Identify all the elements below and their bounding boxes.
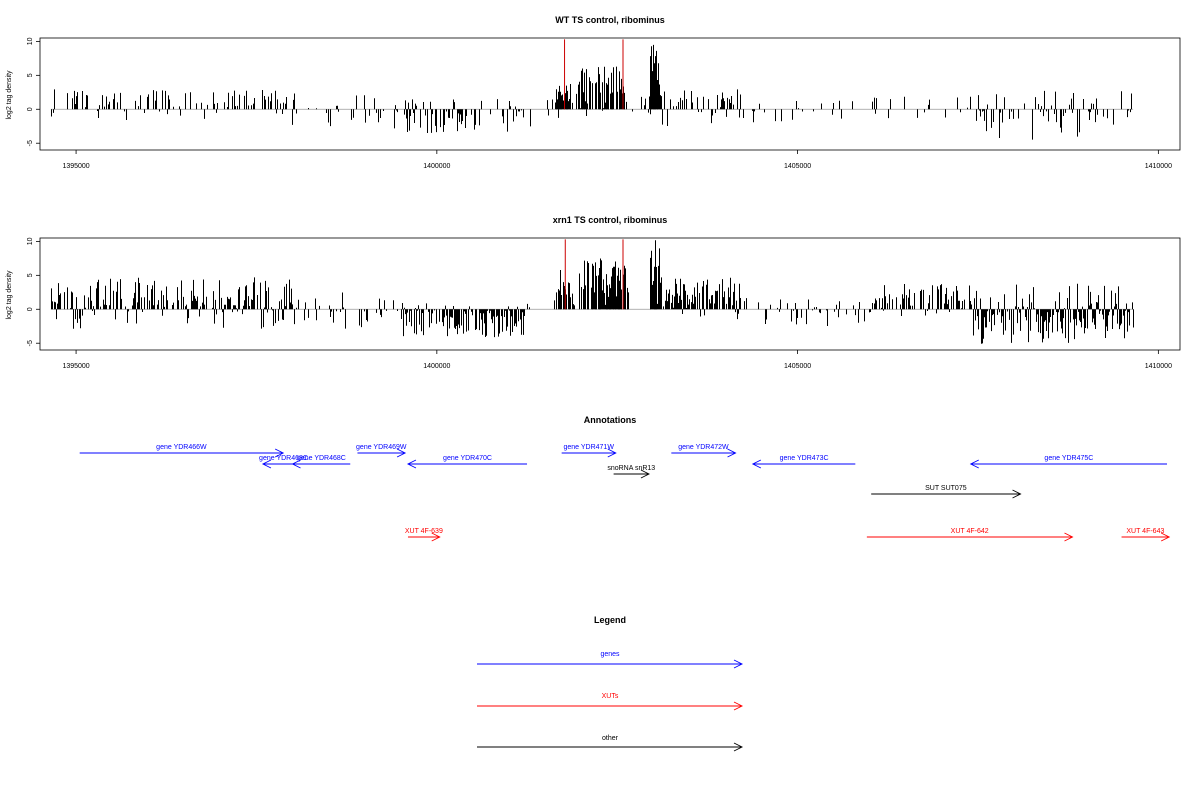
feature-arrowhead: [751, 459, 762, 469]
feature-label: gene YDR473C: [780, 455, 829, 462]
xrn1-x-tick-label: 1395000: [62, 363, 89, 370]
feature-gene-ydr470c: gene YDR470C: [406, 455, 528, 469]
feature-label: gene YDR471W: [563, 444, 614, 451]
feature-label: gene YDR466W: [156, 444, 207, 451]
wt-data-marks: [50, 39, 1134, 140]
xrn1-y-tick-label: -5: [27, 340, 34, 346]
legend: Legend genes XUTs other: [477, 615, 744, 752]
wt-y-tick-label: 0: [27, 107, 34, 111]
feature-arrowhead: [727, 448, 737, 458]
feature-arrowhead: [640, 469, 650, 479]
feature-arrowhead: [431, 532, 441, 542]
feature-gene-ydr466w: gene YDR466W: [79, 444, 285, 458]
feature-arrowhead: [406, 459, 417, 469]
xrn1-y-axis-label: log2 tag density: [6, 270, 13, 320]
xrn1-axes: 1395000 1400000 1405000 1410000 -5 0 5 10: [27, 237, 1172, 370]
legend-item-genes: genes: [477, 651, 744, 669]
wt-x-tick-label: 1395000: [62, 163, 89, 170]
feature-label: SUT SUT075: [925, 485, 967, 492]
wt-x-tick-label: 1405000: [784, 163, 811, 170]
feature-label: XUT 4F-639: [405, 528, 443, 535]
wt-panel-title: WT TS control, ribominus: [555, 15, 665, 25]
feature-gene-ydr473c: gene YDR473C: [751, 455, 856, 469]
feature-arrowhead: [607, 448, 617, 458]
feature-label: snoRNA snR13: [607, 465, 655, 472]
feature-sut-sut075: SUT SUT075: [871, 485, 1022, 499]
wt-x-tick-label: 1410000: [1145, 163, 1172, 170]
wt-plot-frame: [39, 37, 1181, 151]
wt-y-tick-label: 10: [27, 37, 34, 45]
feature-label: gene YDR475C: [1044, 455, 1093, 462]
feature-arrowhead: [1160, 532, 1171, 542]
feature-gene-ydr471w: gene YDR471W: [561, 444, 617, 458]
legend-title: Legend: [594, 615, 626, 625]
feature-xut-4f-643: XUT 4F-643: [1121, 528, 1171, 542]
wt-axes: 1395000 1400000 1405000 1410000 -5 0 5 10: [27, 37, 1172, 170]
wt-x-tick-label: 1400000: [423, 163, 450, 170]
xrn1-x-tick-label: 1405000: [784, 363, 811, 370]
legend-label-other: other: [602, 735, 619, 742]
feature-arrowhead: [969, 459, 979, 469]
legend-label-xuts: XUTs: [602, 693, 619, 700]
xrn1-y-tick-label: 5: [27, 273, 34, 277]
xrn1-y-tick-label: 10: [27, 237, 34, 245]
feature-label: XUT 4F-642: [951, 528, 989, 535]
xrn1-coverage-panel: xrn1 TS control, ribominus log2 tag dens…: [6, 215, 1181, 370]
wt-y-tick-label: -5: [27, 140, 34, 146]
wt-y-tick-label: 5: [27, 73, 34, 77]
feature-label: gene YDR468C: [259, 455, 308, 462]
feature-arrowhead: [291, 459, 301, 469]
xrn1-x-tick-label: 1410000: [1145, 363, 1172, 370]
xrn1-y-tick-label: 0: [27, 307, 34, 311]
annotations-title: Annotations: [584, 415, 637, 425]
feature-arrowhead: [1064, 532, 1074, 542]
legend-item-other: other: [477, 735, 744, 752]
feature-arrowhead: [274, 448, 285, 458]
feature-label: gene YDR468C: [297, 455, 346, 462]
xrn1-data-marks: [50, 239, 1134, 344]
feature-label: gene YDR472W: [678, 444, 729, 451]
xrn1-x-tick-label: 1400000: [423, 363, 450, 370]
feature-xut-4f-642: XUT 4F-642: [866, 528, 1074, 542]
feature-gene-ydr469w: gene YDR469W: [356, 444, 407, 458]
wt-coverage-panel: WT TS control, ribominus log2 tag densit…: [6, 15, 1181, 170]
legend-item-xuts: XUTs: [477, 693, 744, 711]
feature-gene-ydr468c: gene YDR468C: [291, 455, 351, 469]
legend-label-genes: genes: [600, 651, 620, 658]
legend-arrowhead-other: [733, 742, 744, 752]
feature-xut-4f-639: XUT 4F-639: [405, 528, 443, 542]
feature-snorna-snr13: snoRNA snR13: [607, 465, 655, 479]
xrn1-panel-title: xrn1 TS control, ribominus: [553, 215, 668, 225]
feature-gene-ydr472w: gene YDR472W: [671, 444, 737, 458]
feature-gene-ydr475c: gene YDR475C: [969, 455, 1168, 469]
legend-arrowhead-xuts: [733, 701, 744, 711]
feature-label: gene YDR470C: [443, 455, 492, 462]
feature-arrowhead: [1012, 489, 1022, 499]
wt-y-axis-label: log2 tag density: [6, 70, 13, 120]
feature-arrowhead: [261, 459, 272, 469]
xrn1-plot-frame: [39, 237, 1181, 351]
feature-label: gene YDR469W: [356, 444, 407, 451]
feature-label: XUT 4F-643: [1126, 528, 1164, 535]
legend-arrowhead-genes: [733, 659, 744, 669]
feature-arrowhead: [396, 448, 407, 458]
